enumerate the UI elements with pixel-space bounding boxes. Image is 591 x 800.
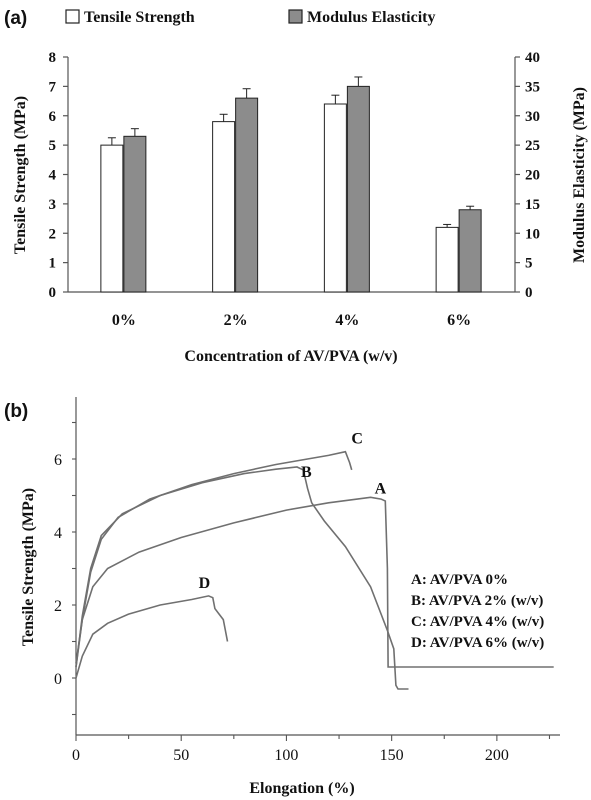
category-label: 6% (447, 312, 471, 329)
bar-tensile-strength (212, 121, 236, 293)
left-y-tick-label: 5 (49, 138, 57, 154)
left-y-tick-group: 0 1 2 3 4 5 6 7 8 (49, 50, 68, 301)
b-y-tick-label: 4 (54, 525, 62, 542)
bar-modulus-elasticity (235, 97, 259, 293)
bar-tensile-strength (100, 144, 124, 293)
b-x-tick-group: 0 50 100 150 200 (72, 735, 551, 764)
y-axis-title-right: Modulus Elasticity (MPa) (571, 87, 588, 263)
b-x-tick-label: 50 (173, 747, 189, 764)
bar-group (100, 76, 482, 293)
b-x-tick-label: 200 (485, 747, 509, 764)
left-y-tick-label: 2 (49, 226, 57, 242)
b-y-tick-group: 0 2 4 6 (54, 421, 76, 716)
b-legend-entry-a: A: AV/PVA 0% (411, 572, 508, 588)
right-y-tick-label: 10 (525, 226, 540, 242)
curve-d (75, 595, 229, 679)
left-y-tick-label: 3 (49, 197, 57, 213)
b-legend: A: AV/PVA 0% B: AV/PVA 2% (w/v) C: AV/PV… (411, 572, 544, 651)
bar-modulus-elasticity (346, 85, 370, 293)
b-x-tick-label: 150 (380, 747, 404, 764)
category-label: 0% (112, 312, 136, 329)
b-legend-entry-c: C: AV/PVA 4% (w/v) (411, 614, 544, 630)
right-y-tick-label: 5 (525, 256, 533, 272)
right-y-tick-group: 0 5 10 15 20 25 30 35 40 (515, 50, 540, 301)
bar-modulus-elasticity (123, 135, 147, 293)
b-legend-entry-b: B: AV/PVA 2% (w/v) (411, 593, 543, 609)
curve-a (75, 496, 554, 668)
legend-label-modulus: Modulus Elasticity (307, 9, 435, 26)
bar-tensile-strength (323, 103, 347, 293)
b-y-axis-title: Tensile Strength (MPa) (20, 488, 37, 646)
bar-modulus-elasticity (458, 209, 482, 293)
b-x-axis-title: Elongation (%) (249, 780, 354, 797)
b-legend-entry-d: D: AV/PVA 6% (w/v) (411, 635, 544, 651)
curve-c (75, 450, 353, 668)
panel-b-label: (b) (4, 401, 28, 422)
curve-b (75, 466, 409, 690)
legend-swatch-tensile (65, 9, 80, 24)
panel-a-label: (a) (4, 8, 27, 29)
b-y-tick-label: 0 (54, 671, 62, 688)
category-label: 4% (335, 312, 359, 329)
right-y-tick-label: 30 (525, 109, 540, 125)
right-y-tick-label: 15 (525, 197, 540, 213)
left-y-tick-label: 8 (49, 50, 57, 66)
left-y-tick-label: 6 (49, 109, 57, 125)
category-tick-group: 0% 2% 4% 6% (112, 312, 471, 329)
curve-label-a: A (375, 480, 387, 497)
right-y-tick-label: 20 (525, 168, 540, 184)
b-x-tick-label: 100 (274, 747, 298, 764)
right-y-tick-label: 35 (525, 79, 540, 95)
b-y-tick-label: 6 (54, 452, 62, 469)
x-axis-title: Concentration of AV/PVA (w/v) (184, 348, 397, 365)
left-y-tick-label: 4 (49, 168, 57, 184)
curve-label-d: D (199, 575, 211, 592)
left-y-tick-label: 0 (49, 285, 57, 301)
curve-label-c: C (351, 431, 363, 448)
curve-label-b: B (301, 464, 312, 481)
line-chart-panel: (b) 0 2 4 6 0 50 100 150 200 A B C D Tensile Stren… (4, 397, 560, 797)
right-y-tick-label: 40 (525, 50, 540, 66)
legend-swatch-modulus (288, 9, 303, 24)
legend-label-tensile: Tensile Strength (84, 9, 195, 26)
left-y-tick-label: 1 (49, 256, 57, 272)
bar-chart-panel: (a) Tensile Strength Modulus Elasticity … (4, 8, 588, 365)
curve-group: A B C D (75, 431, 554, 690)
right-y-tick-label: 25 (525, 138, 540, 154)
y-axis-title-left: Tensile Strength (MPa) (12, 96, 29, 254)
b-x-tick-label: 0 (72, 747, 80, 764)
left-y-tick-label: 7 (49, 79, 57, 95)
right-y-tick-label: 0 (525, 285, 533, 301)
category-label: 2% (224, 312, 248, 329)
b-y-tick-label: 2 (54, 598, 62, 615)
bar-chart-legend: Tensile Strength Modulus Elasticity (65, 9, 435, 26)
bar-tensile-strength (435, 226, 459, 293)
